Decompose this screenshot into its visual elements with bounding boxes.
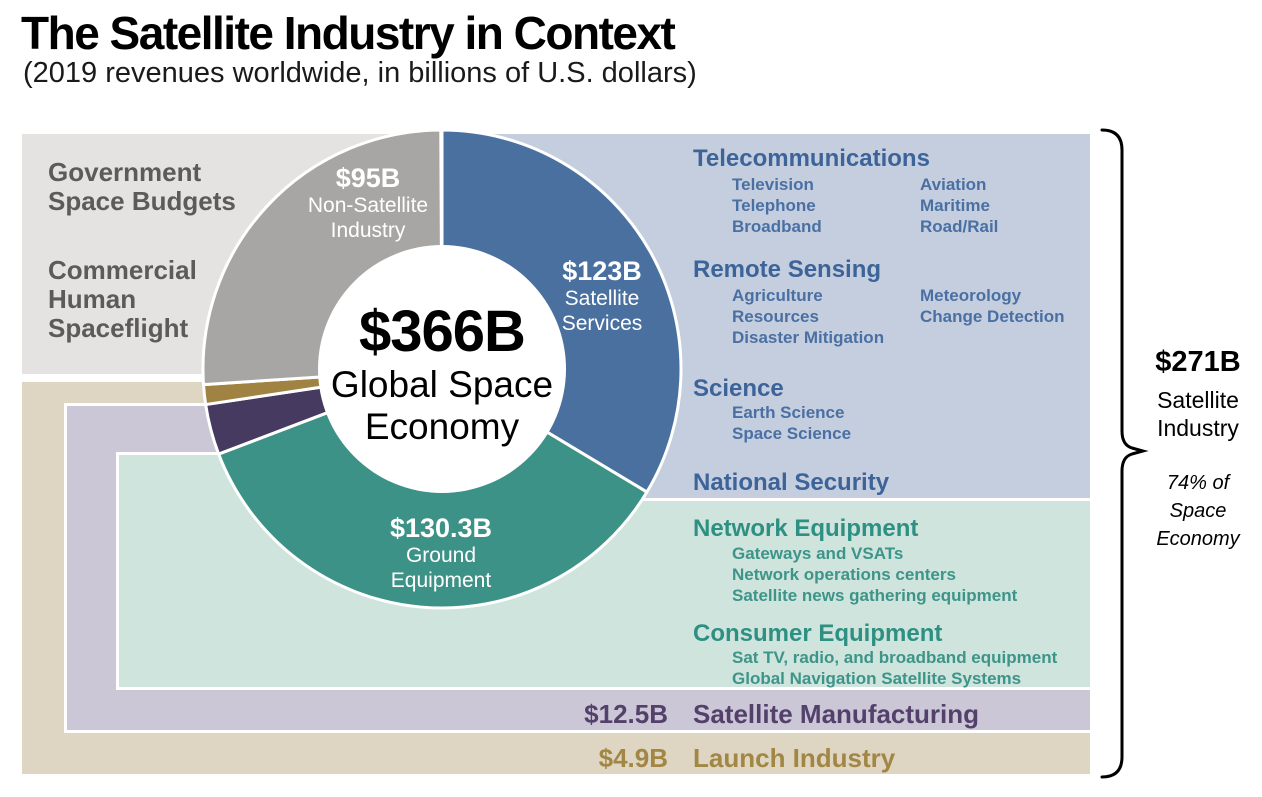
section-title-national-security: National Security [693,469,890,496]
section-items-telecommunications-col1: Television Telephone Broadband [732,175,822,236]
section-items-science: Earth Science Space Science [732,403,852,443]
label-government-space-budgets: Government Space Budgets [48,157,236,216]
donut-chart [201,128,683,610]
value-satellite-manufacturing: $12.5B [584,699,668,729]
segment-label-ground-equipment: $130.3B Ground Equipment [331,513,551,593]
row-title-satellite-manufacturing: Satellite Manufacturing [693,699,980,729]
section-items-telecommunications-col2: Aviation Maritime Road/Rail [920,175,999,236]
value-launch-industry: $4.9B [598,743,668,773]
donut-center-label: $366B Global Space Economy [312,300,572,448]
segment-name: Satellite Services [561,287,643,335]
section-title-network-equipment: Network Equipment [693,515,919,542]
segment-value: $123B [562,256,642,286]
row-title-launch-industry: Launch Industry [693,743,896,773]
bracket-annotation: $271B Satellite Industry 74% of Space Ec… [1142,346,1254,553]
section-items-consumer-equipment: Sat TV, radio, and broadband equipment G… [732,648,1058,688]
section-title-consumer-equipment: Consumer Equipment [693,620,943,647]
satellite-industry-share-note: 74% of Space Economy [1156,472,1240,550]
section-items-remote-sensing-col1: Agriculture Resources Disaster Mitigatio… [732,286,885,347]
total-name: Global Space Economy [330,364,554,447]
page-title: The Satellite Industry in Context [21,7,676,59]
page-subtitle: (2019 revenues worldwide, in billions of… [23,57,697,89]
section-title-telecommunications: Telecommunications [693,145,930,172]
segment-label-satellite-services: $123B Satellite Services [492,256,712,336]
bracket-brace [1100,128,1149,779]
section-items-network-equipment: Gateways and VSATs Network operations ce… [732,544,1018,605]
segment-name: Non-Satellite Industry [307,194,429,242]
section-title-science: Science [693,375,784,402]
section-items-remote-sensing-col2: Meteorology Change Detection [920,286,1065,326]
brace-path [1100,128,1149,779]
donut-center-circle [318,245,566,493]
segment-label-non-satellite: $95B Non-Satellite Industry [258,163,478,243]
label-commercial-human-spaceflight: Commercial Human Spaceflight [48,255,197,343]
satellite-industry-total: $271B [1155,346,1241,378]
satellite-industry-label: Satellite Industry [1157,387,1239,441]
segment-name: Ground Equipment [390,544,492,592]
segment-value: $95B [335,163,401,193]
segment-value: $130.3B [389,513,493,543]
section-title-remote-sensing: Remote Sensing [693,256,882,283]
total-value: $366B [359,299,526,364]
